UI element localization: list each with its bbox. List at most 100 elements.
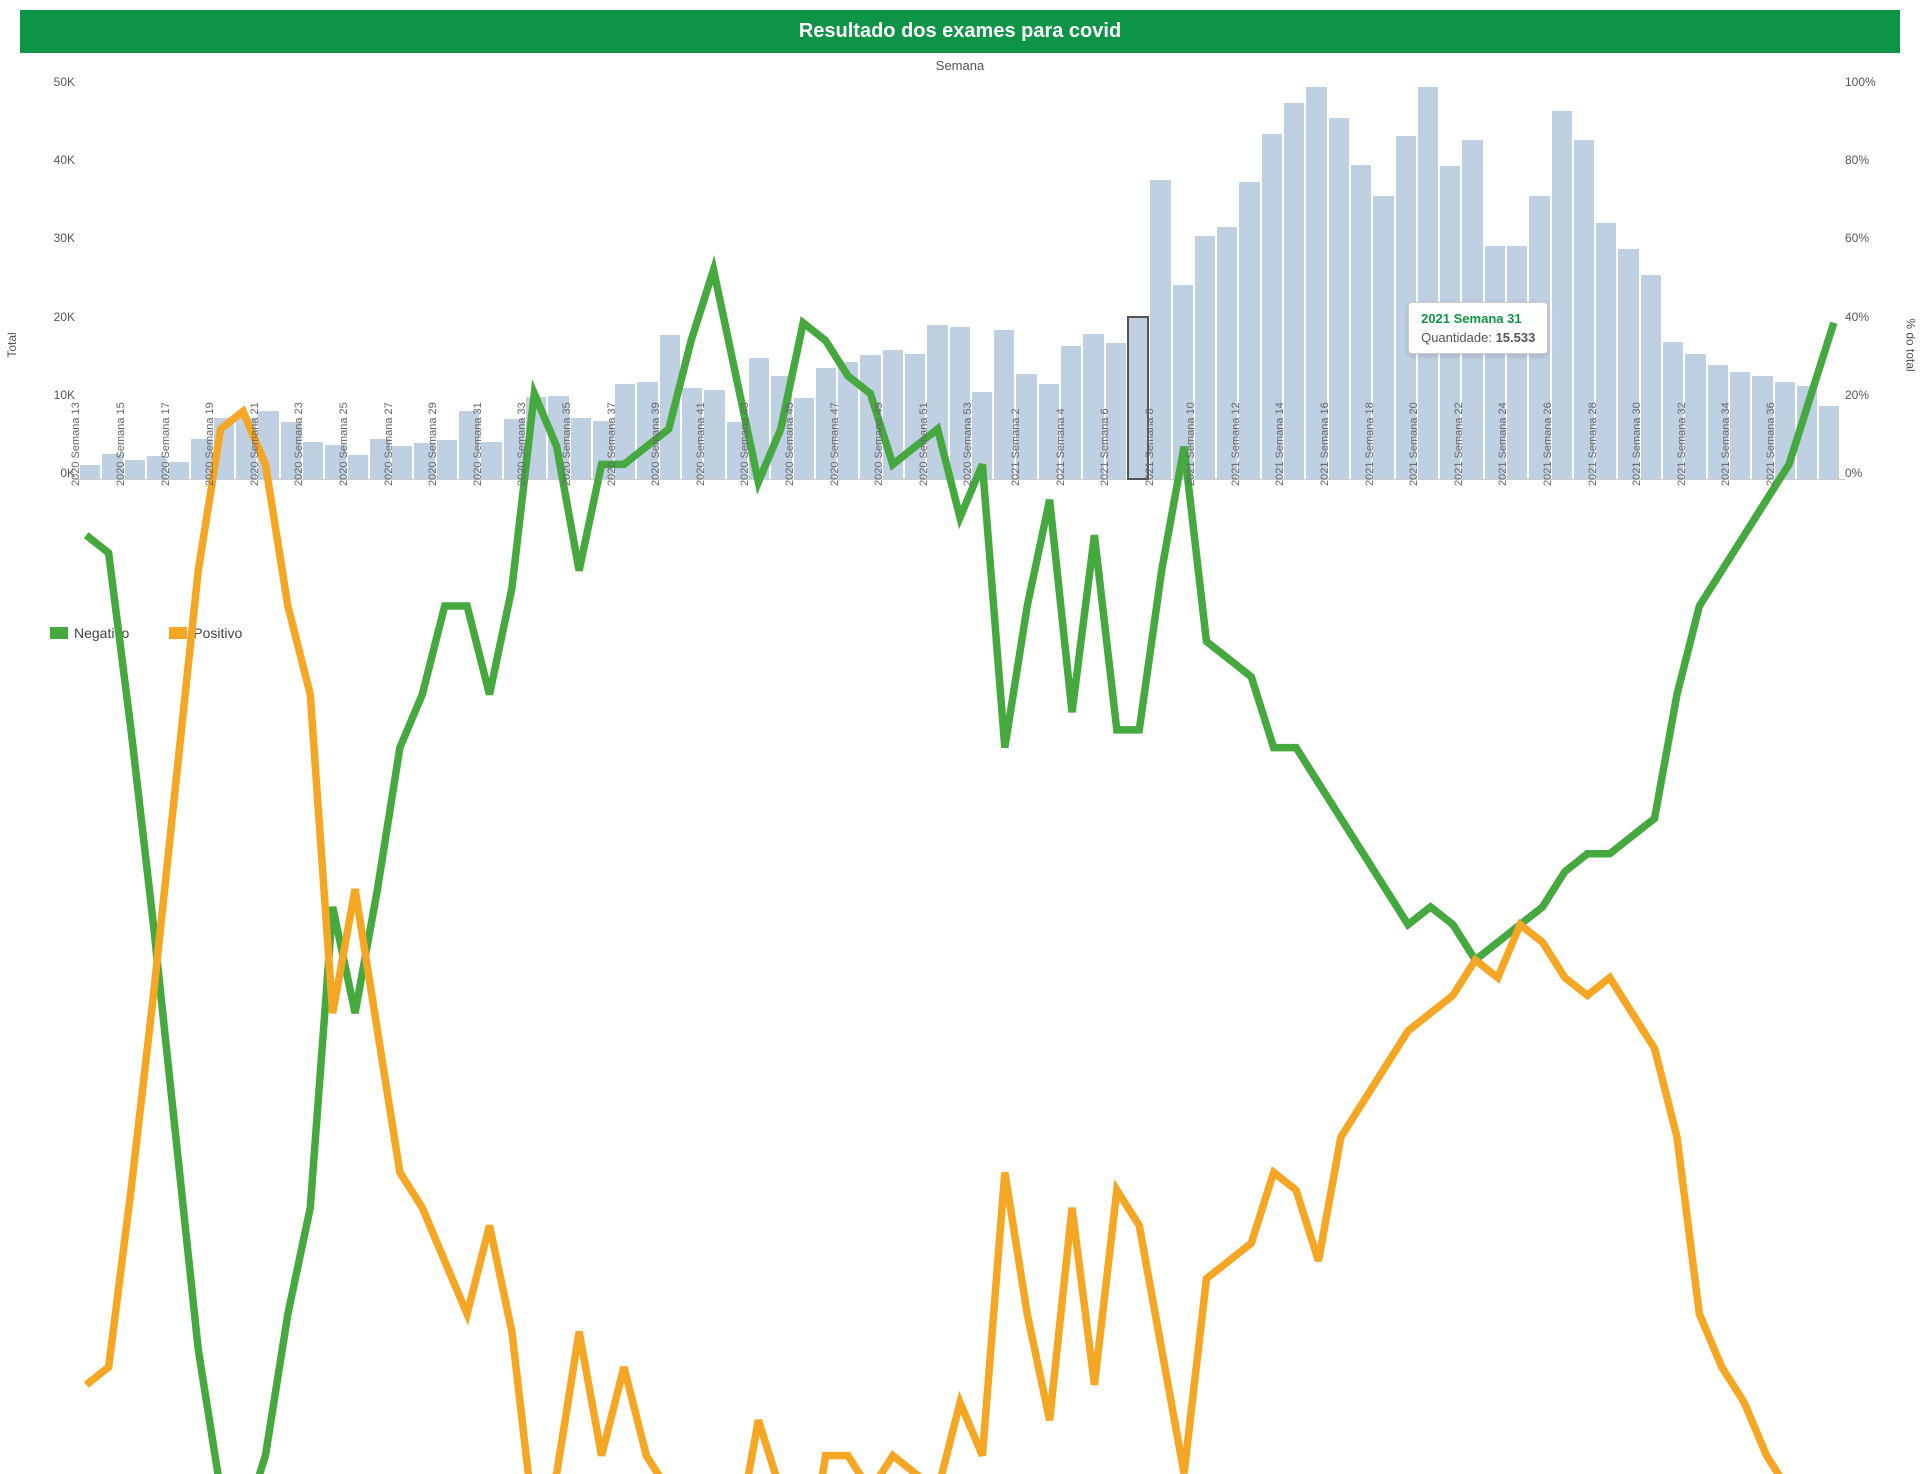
x-tick (1774, 480, 1796, 615)
bar[interactable] (1819, 406, 1839, 479)
x-tick: 2021 Semana 2 (1038, 480, 1060, 615)
x-tick (257, 480, 279, 615)
x-tick: 2021 Semana 8 (1172, 480, 1194, 615)
plot-area[interactable]: 2020 Semana 132020 Semana 152020 Semana … (75, 75, 1845, 615)
bar[interactable] (392, 446, 412, 479)
y-right-label: % do total (1903, 318, 1917, 371)
bar[interactable] (303, 442, 323, 479)
bar[interactable] (1418, 87, 1438, 479)
bar[interactable] (615, 384, 635, 479)
bar[interactable] (927, 325, 947, 479)
y-left-tick: 40K (54, 153, 75, 167)
bar[interactable] (660, 335, 680, 479)
legend-item-positivo[interactable]: Positivo (169, 625, 242, 641)
x-tick: 2021 Semana 10 (1216, 480, 1238, 615)
x-tick: 2021 Semana 32 (1707, 480, 1729, 615)
x-tick (1684, 480, 1706, 615)
x-tick (1060, 480, 1082, 615)
x-tick (1328, 480, 1350, 615)
bar[interactable] (481, 442, 501, 479)
x-tick (614, 480, 636, 615)
tooltip-title: 2021 Semana 31 (1421, 311, 1535, 326)
bar[interactable] (1195, 236, 1215, 479)
x-tick (748, 480, 770, 615)
x-tick (302, 480, 324, 615)
bar[interactable] (1685, 354, 1705, 480)
x-tick (926, 480, 948, 615)
x-tick: 2021 Semana 26 (1573, 480, 1595, 615)
x-tick (124, 480, 146, 615)
bar[interactable] (794, 398, 814, 479)
legend-swatch-negativo (50, 627, 68, 639)
x-tick (1551, 480, 1573, 615)
x-tick: 2020 Semana 21 (280, 480, 302, 615)
y-left-axis: 50K40K30K20K10K0K (20, 75, 75, 615)
x-tick (1506, 480, 1528, 615)
x-tick: 2020 Semana 53 (993, 480, 1015, 615)
y-left-tick: 30K (54, 231, 75, 245)
bar[interactable] (214, 418, 234, 479)
y-right-tick: 80% (1845, 153, 1869, 167)
bar[interactable] (125, 460, 145, 479)
bar[interactable] (1373, 196, 1393, 479)
x-tick: 2020 Semana 33 (547, 480, 569, 615)
bar[interactable] (1507, 246, 1527, 479)
legend-swatch-positivo (169, 627, 187, 639)
bar[interactable] (348, 455, 368, 479)
chart-container: Resultado dos exames para covid Semana T… (0, 0, 1920, 737)
bar[interactable] (883, 350, 903, 479)
x-tick (659, 480, 681, 615)
x-tick: 2021 Semana 18 (1395, 480, 1417, 615)
x-tick (480, 480, 502, 615)
bar[interactable] (1730, 372, 1750, 479)
bar[interactable] (437, 440, 457, 479)
x-tick: 2021 Semana 28 (1617, 480, 1639, 615)
bar[interactable] (1329, 118, 1349, 479)
x-tick: 2021 Semana 12 (1261, 480, 1283, 615)
bar[interactable] (1552, 111, 1572, 479)
x-tick (793, 480, 815, 615)
tooltip: 2021 Semana 31 Quantidade: 15.533 (1408, 302, 1548, 354)
y-right-tick: 0% (1845, 466, 1862, 480)
x-tick: 2020 Semana 19 (235, 480, 257, 615)
bar[interactable] (749, 358, 769, 479)
legend-item-negativo[interactable]: Negativo (50, 625, 129, 641)
bar[interactable] (1641, 275, 1661, 479)
bar[interactable] (704, 390, 724, 479)
bar[interactable] (1775, 382, 1795, 479)
chart-subtitle: Semana (20, 58, 1900, 73)
bar[interactable] (258, 411, 278, 479)
x-tick (525, 480, 547, 615)
chart-area: Total 50K40K30K20K10K0K 2020 Semana 1320… (20, 75, 1900, 615)
bar[interactable] (838, 362, 858, 479)
bar[interactable] (972, 392, 992, 479)
x-tick (1372, 480, 1394, 615)
x-tick (882, 480, 904, 615)
bar[interactable] (1596, 223, 1616, 479)
bar[interactable] (1284, 103, 1304, 479)
bar[interactable] (169, 462, 189, 479)
y-left-tick: 50K (54, 75, 75, 89)
x-tick: 2020 Semana 23 (324, 480, 346, 615)
x-tick (703, 480, 725, 615)
x-tick: 2020 Semana 51 (949, 480, 971, 615)
x-tick (347, 480, 369, 615)
tooltip-value: 15.533 (1496, 330, 1536, 345)
chart-title: Resultado dos exames para covid (20, 10, 1900, 53)
x-tick: 2020 Semana 47 (859, 480, 881, 615)
x-tick (1729, 480, 1751, 615)
y-left-tick: 10K (54, 388, 75, 402)
bar[interactable] (526, 397, 546, 479)
bar[interactable] (571, 418, 591, 479)
x-tick: 2021 Semana 16 (1350, 480, 1372, 615)
x-tick: 2020 Semana 25 (369, 480, 391, 615)
bar[interactable] (1797, 386, 1817, 479)
bar[interactable] (80, 465, 100, 479)
x-tick: 2021 Semana 14 (1305, 480, 1327, 615)
x-tick: 2020 Semana 27 (413, 480, 435, 615)
x-tick (570, 480, 592, 615)
x-tick (971, 480, 993, 615)
bar[interactable] (1239, 182, 1259, 479)
x-tick (1595, 480, 1617, 615)
x-tick (168, 480, 190, 615)
